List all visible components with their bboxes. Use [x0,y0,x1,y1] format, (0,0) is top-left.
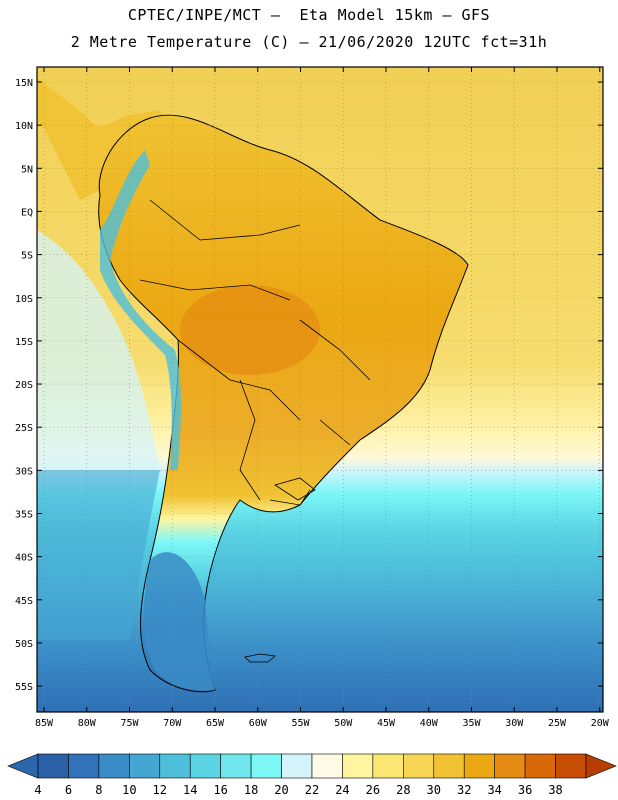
lon-label: 20W [591,718,610,729]
lat-label: 10N [15,121,33,132]
falkland-islands [244,653,276,663]
colorbar-swatch [555,753,587,779]
latitude-labels: 15N 10N 5N EQ 5S 10S 15S 20S 25S 30S 35S 40S 45S 50S 5… [15,78,33,693]
colorbar-swatch [433,753,465,779]
colorbar-label: 26 [366,783,380,797]
lon-label: 80W [78,718,97,729]
colorbar-label: 16 [213,783,227,797]
lon-label: 75W [120,718,139,729]
lat-label: 45S [15,596,33,607]
colorbar-swatch [463,753,495,779]
chart-title-line1: CPTEC/INPE/MCT – Eta Model 15km – GFS [127,6,491,24]
lat-label: EQ [21,207,33,218]
interior-hot-region [180,285,320,375]
lat-label: 10S [15,294,33,305]
colorbar-label: 24 [335,783,349,797]
colorbar-label: 32 [457,783,471,797]
colorbar-swatch [220,753,252,779]
colorbar-label: 8 [95,783,102,797]
colorbar-label: 36 [518,783,532,797]
colorbar-swatch [494,753,526,779]
colorbar-swatch [403,753,435,779]
lat-label: 30S [15,466,33,477]
central-america-land [37,78,170,200]
patagonia-cold-region [143,552,215,691]
colorbar-swatch [342,753,374,779]
colorbar-label: 34 [487,783,501,797]
lat-label: 35S [15,510,33,521]
lat-label: 5S [21,251,33,262]
pacific-cool-band [37,230,160,470]
colorbar-swatch [281,753,313,779]
colorbar-min-arrow [7,753,39,779]
map-frame-border [36,66,604,713]
pacific-cold-band [37,470,160,640]
lon-label: 65W [206,718,225,729]
andes-cold-band [100,150,182,470]
colorbar: 4 6 8 10 12 14 16 18 20 22 24 26 28 30 32 34 36 38 [7,753,617,797]
colorbar-label: 28 [396,783,410,797]
colorbar-label: 22 [305,783,319,797]
lat-label: 15S [15,337,33,348]
lat-label: 25S [15,423,33,434]
lon-label: 40W [420,718,439,729]
lon-label: 45W [377,718,396,729]
lat-label: 40S [15,553,33,564]
lat-label: 20S [15,380,33,391]
lat-label: 50S [15,639,33,650]
axis-ticks [37,67,603,712]
lat-label: 5N [21,164,33,175]
lon-label: 50W [334,718,353,729]
colorbar-label: 6 [65,783,72,797]
colorbar-label: 20 [274,783,288,797]
colorbar-swatch [98,753,130,779]
colorbar-label: 38 [548,783,562,797]
chart-title-line2: 2 Metre Temperature (C) – 21/06/2020 12U… [70,33,548,51]
lon-label: 25W [548,718,567,729]
lon-label: 70W [163,718,182,729]
lon-label: 35W [462,718,481,729]
longitude-labels: 85W 80W 75W 70W 65W 60W 55W 50W 45W 40W 35W 30W 25W 2… [35,718,610,729]
colorbar-swatch [372,753,404,779]
colorbar-swatch [250,753,282,779]
colorbar-label: 18 [244,783,258,797]
colorbar-swatch [68,753,100,779]
colorbar-label: 10 [122,783,136,797]
colorbar-label: 30 [427,783,441,797]
lon-label: 85W [35,718,54,729]
colorbar-label: 14 [183,783,197,797]
lon-label: 60W [249,718,268,729]
lon-label: 30W [505,718,524,729]
colorbar-swatch [311,753,343,779]
colorbar-label: 4 [34,783,41,797]
lat-label: 55S [15,682,33,693]
colorbar-label: 12 [153,783,167,797]
colorbar-swatch [524,753,556,779]
colorbar-swatch [129,753,161,779]
colorbar-max-arrow [585,753,617,779]
colorbar-swatch [189,753,221,779]
rio-de-la-plata [274,477,316,501]
lon-label: 55W [291,718,310,729]
lat-label: 15N [15,78,33,89]
colorbar-swatch [159,753,191,779]
colorbar-swatch [37,753,69,779]
